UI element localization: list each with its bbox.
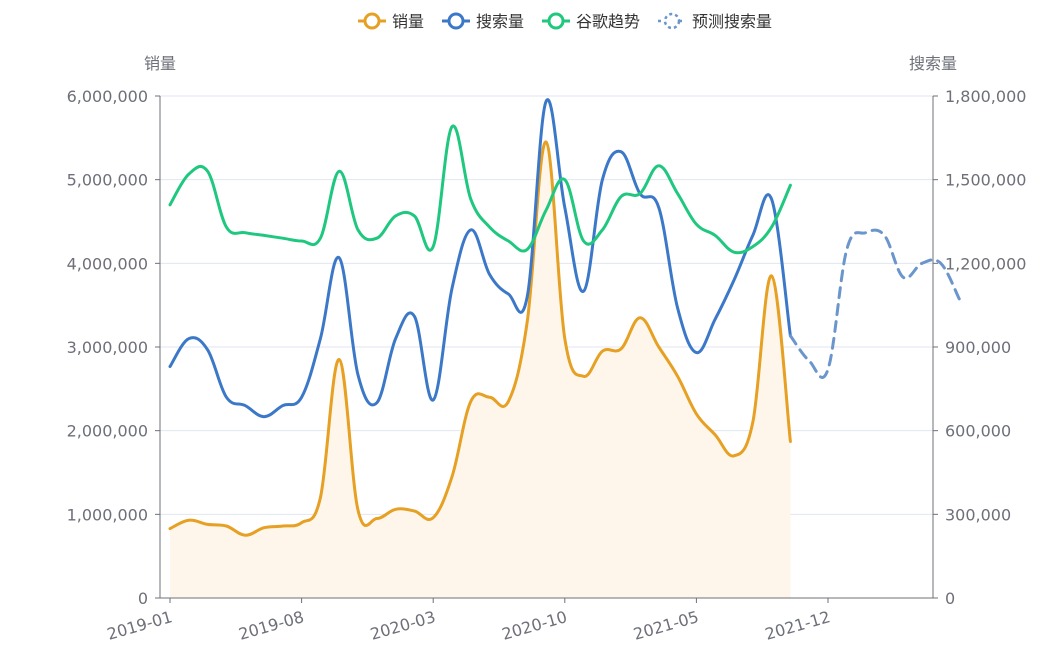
legend-item[interactable]: 谷歌趋势 <box>542 12 640 31</box>
legend-label: 预测搜索量 <box>692 12 772 31</box>
chart-legend[interactable]: 销量 搜索量 谷歌趋势 预测搜索量 <box>358 12 772 31</box>
legend-item[interactable]: 销量 <box>358 12 424 31</box>
legend-circle-icon <box>447 12 465 30</box>
legend-label: 搜索量 <box>476 12 524 31</box>
right-axis-tick-label: 0 <box>945 589 955 608</box>
right-axis-tick-label: 600,000 <box>945 422 1011 441</box>
right-axis-tick-label: 900,000 <box>945 338 1011 357</box>
x-tick-label: 2020-03 <box>368 607 438 644</box>
left-axis-tick-label: 5,000,000 <box>67 171 148 190</box>
series-line-预测搜索量[interactable] <box>788 228 962 379</box>
left-axis-tick-label: 6,000,000 <box>67 87 148 106</box>
legend-circle-icon <box>363 12 381 30</box>
left-axis-tick-label: 2,000,000 <box>67 422 148 441</box>
left-axis-ticks: 0 1,000,000 2,000,000 3,000,000 4,000,000 5,0… <box>67 87 148 608</box>
legend-label: 销量 <box>392 12 424 31</box>
legend-item[interactable]: 搜索量 <box>442 12 524 31</box>
x-tick-label: 2021-12 <box>763 607 833 644</box>
x-tick-label: 2019-08 <box>237 607 307 644</box>
left-axis-tick-label: 0 <box>138 589 148 608</box>
x-tick-label: 2019-01 <box>105 607 175 644</box>
right-axis-tick-label: 1,200,000 <box>945 254 1026 273</box>
x-tick-label: 2021-05 <box>631 607 701 644</box>
right-axis-ticks: 0 300,000 600,000 900,000 1,200,000 1,500,000… <box>945 87 1026 608</box>
right-axis-tick-label: 1,800,000 <box>945 87 1026 106</box>
right-axis-name: 搜索量 <box>909 54 957 73</box>
x-tick-label: 2020-10 <box>500 607 570 644</box>
axes <box>155 95 938 599</box>
left-axis-name: 销量 <box>144 54 176 73</box>
series-line-谷歌趋势[interactable] <box>168 124 792 255</box>
left-axis-tick-label: 4,000,000 <box>67 254 148 273</box>
area-fills <box>170 141 791 598</box>
series-line-搜索量[interactable] <box>168 98 792 419</box>
series-line-销量[interactable] <box>168 140 792 537</box>
legend-label: 谷歌趋势 <box>576 12 640 31</box>
legend-item[interactable]: 预测搜索量 <box>658 12 772 31</box>
series-lines <box>168 98 962 537</box>
left-axis-tick-label: 1,000,000 <box>67 505 148 524</box>
area-销量 <box>170 141 791 598</box>
right-axis-tick-label: 1,500,000 <box>945 171 1026 190</box>
left-axis-tick-label: 3,000,000 <box>67 338 148 357</box>
right-axis-tick-label: 300,000 <box>945 505 1011 524</box>
legend-circle-icon <box>663 12 681 30</box>
legend-circle-icon <box>547 12 565 30</box>
x-axis-ticks: 2019-01 2019-08 2020-03 2020-10 2021-05 2021-… <box>105 598 833 644</box>
